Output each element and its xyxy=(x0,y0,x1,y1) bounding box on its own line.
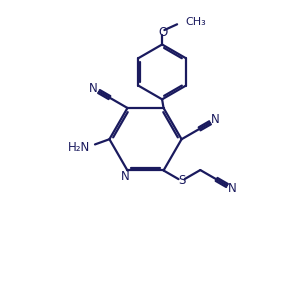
Text: N: N xyxy=(211,113,220,126)
Text: O: O xyxy=(158,26,167,39)
Text: N: N xyxy=(89,82,98,95)
Text: CH₃: CH₃ xyxy=(185,17,206,27)
Text: N: N xyxy=(228,182,236,195)
Text: H₂N: H₂N xyxy=(68,141,90,154)
Text: N: N xyxy=(121,170,129,183)
Text: S: S xyxy=(178,174,185,187)
